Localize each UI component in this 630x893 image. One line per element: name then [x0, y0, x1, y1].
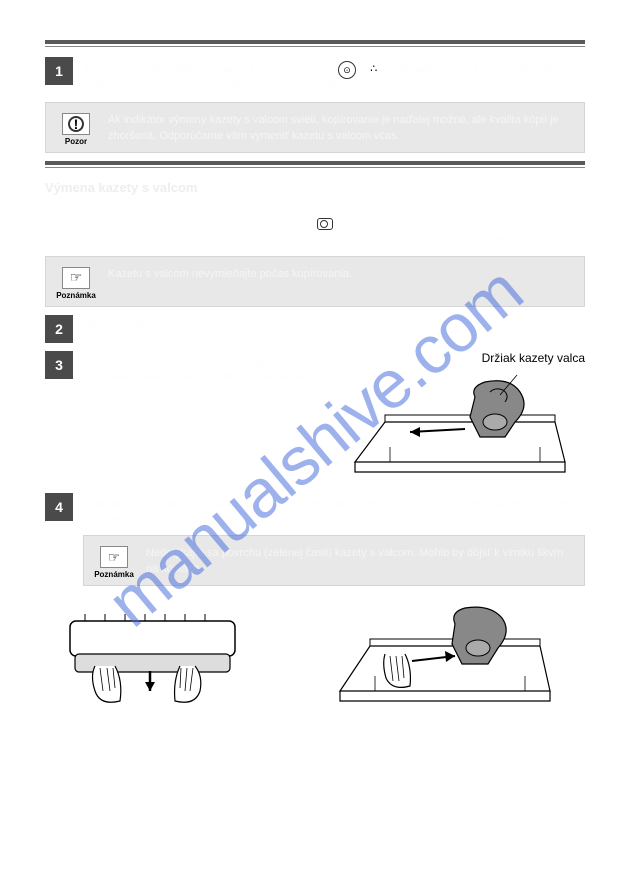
step-number: 4	[45, 493, 73, 521]
drum-icon: ⊙	[338, 61, 356, 79]
step1-text-a: Keď sa rozsvieti indikátor výmeny kazety…	[83, 64, 335, 76]
callout-text: Ak indikátor výmeny kazety s valcom svie…	[108, 113, 574, 146]
figure-label: Držiak kazety valca	[345, 351, 585, 365]
figure-insert-drum	[330, 596, 585, 719]
step-2: 2 Otvorte predný kryt.	[45, 315, 585, 343]
step-text: Uchopte držiak kazety s valcom a opatrne…	[83, 351, 335, 485]
step-1: 1 Keď sa rozsvieti indikátor výmeny kaze…	[45, 57, 585, 94]
callout-text: Kazetu s valcom nevymieňajte počas kopír…	[108, 267, 574, 300]
top-rule-thick	[45, 40, 585, 44]
step-number: 3	[45, 351, 73, 379]
note-icon: ☞	[100, 546, 128, 568]
drum-holder-illustration	[345, 367, 575, 482]
step-number: 2	[45, 315, 73, 343]
dots-icon: ∴	[366, 62, 382, 77]
step-text: Vyberte novú kazetu z ochranného vrecka …	[83, 493, 585, 528]
drum-inline-icon	[317, 218, 333, 230]
caution-icon: !	[62, 113, 90, 135]
step-4: 4 Vyberte novú kazetu z ochranného vreck…	[45, 493, 585, 528]
top-rule-thin	[45, 46, 585, 47]
step-3: 3 Uchopte držiak kazety s valcom a opatr…	[45, 351, 585, 485]
mid-rule-thick	[45, 161, 585, 165]
callout-poznamka-1: ☞ Poznámka Kazetu s valcom nevymieňajte …	[45, 256, 585, 307]
section-heading: Výmena kazety s valcom	[45, 180, 585, 195]
callout-text: Nedotýkajte sa povrchu (zelenej časti) k…	[146, 546, 574, 579]
callout-pozor: ! Pozor Ak indikátor výmeny kazety s val…	[45, 102, 585, 153]
callout-icon-wrap: ☞ Poznámka	[56, 267, 96, 300]
paragraph-1: Keď kopírka po vykonaní 1000 kópií skonč…	[45, 201, 585, 247]
mid-rule-thin	[45, 167, 585, 168]
callout-label: Pozor	[56, 137, 96, 146]
note-icon: ☞	[62, 267, 90, 289]
figure-remove-cover	[45, 596, 300, 719]
callout-label: Poznámka	[56, 291, 96, 300]
callout-icon-wrap: ☞ Poznámka	[94, 546, 134, 579]
callout-icon-wrap: ! Pozor	[56, 113, 96, 146]
step-text: Otvorte predný kryt.	[83, 315, 585, 343]
step-number: 1	[45, 57, 73, 85]
bottom-figures	[45, 596, 585, 719]
callout-label: Poznámka	[94, 570, 134, 579]
page-content: 1 Keď sa rozsvieti indikátor výmeny kaze…	[0, 0, 630, 749]
callout-poznamka-2: ☞ Poznámka Nedotýkajte sa povrchu (zelen…	[83, 535, 585, 586]
step-text: Keď sa rozsvieti indikátor výmeny kazety…	[83, 57, 585, 94]
step3-figure: Držiak kazety valca	[345, 351, 585, 485]
